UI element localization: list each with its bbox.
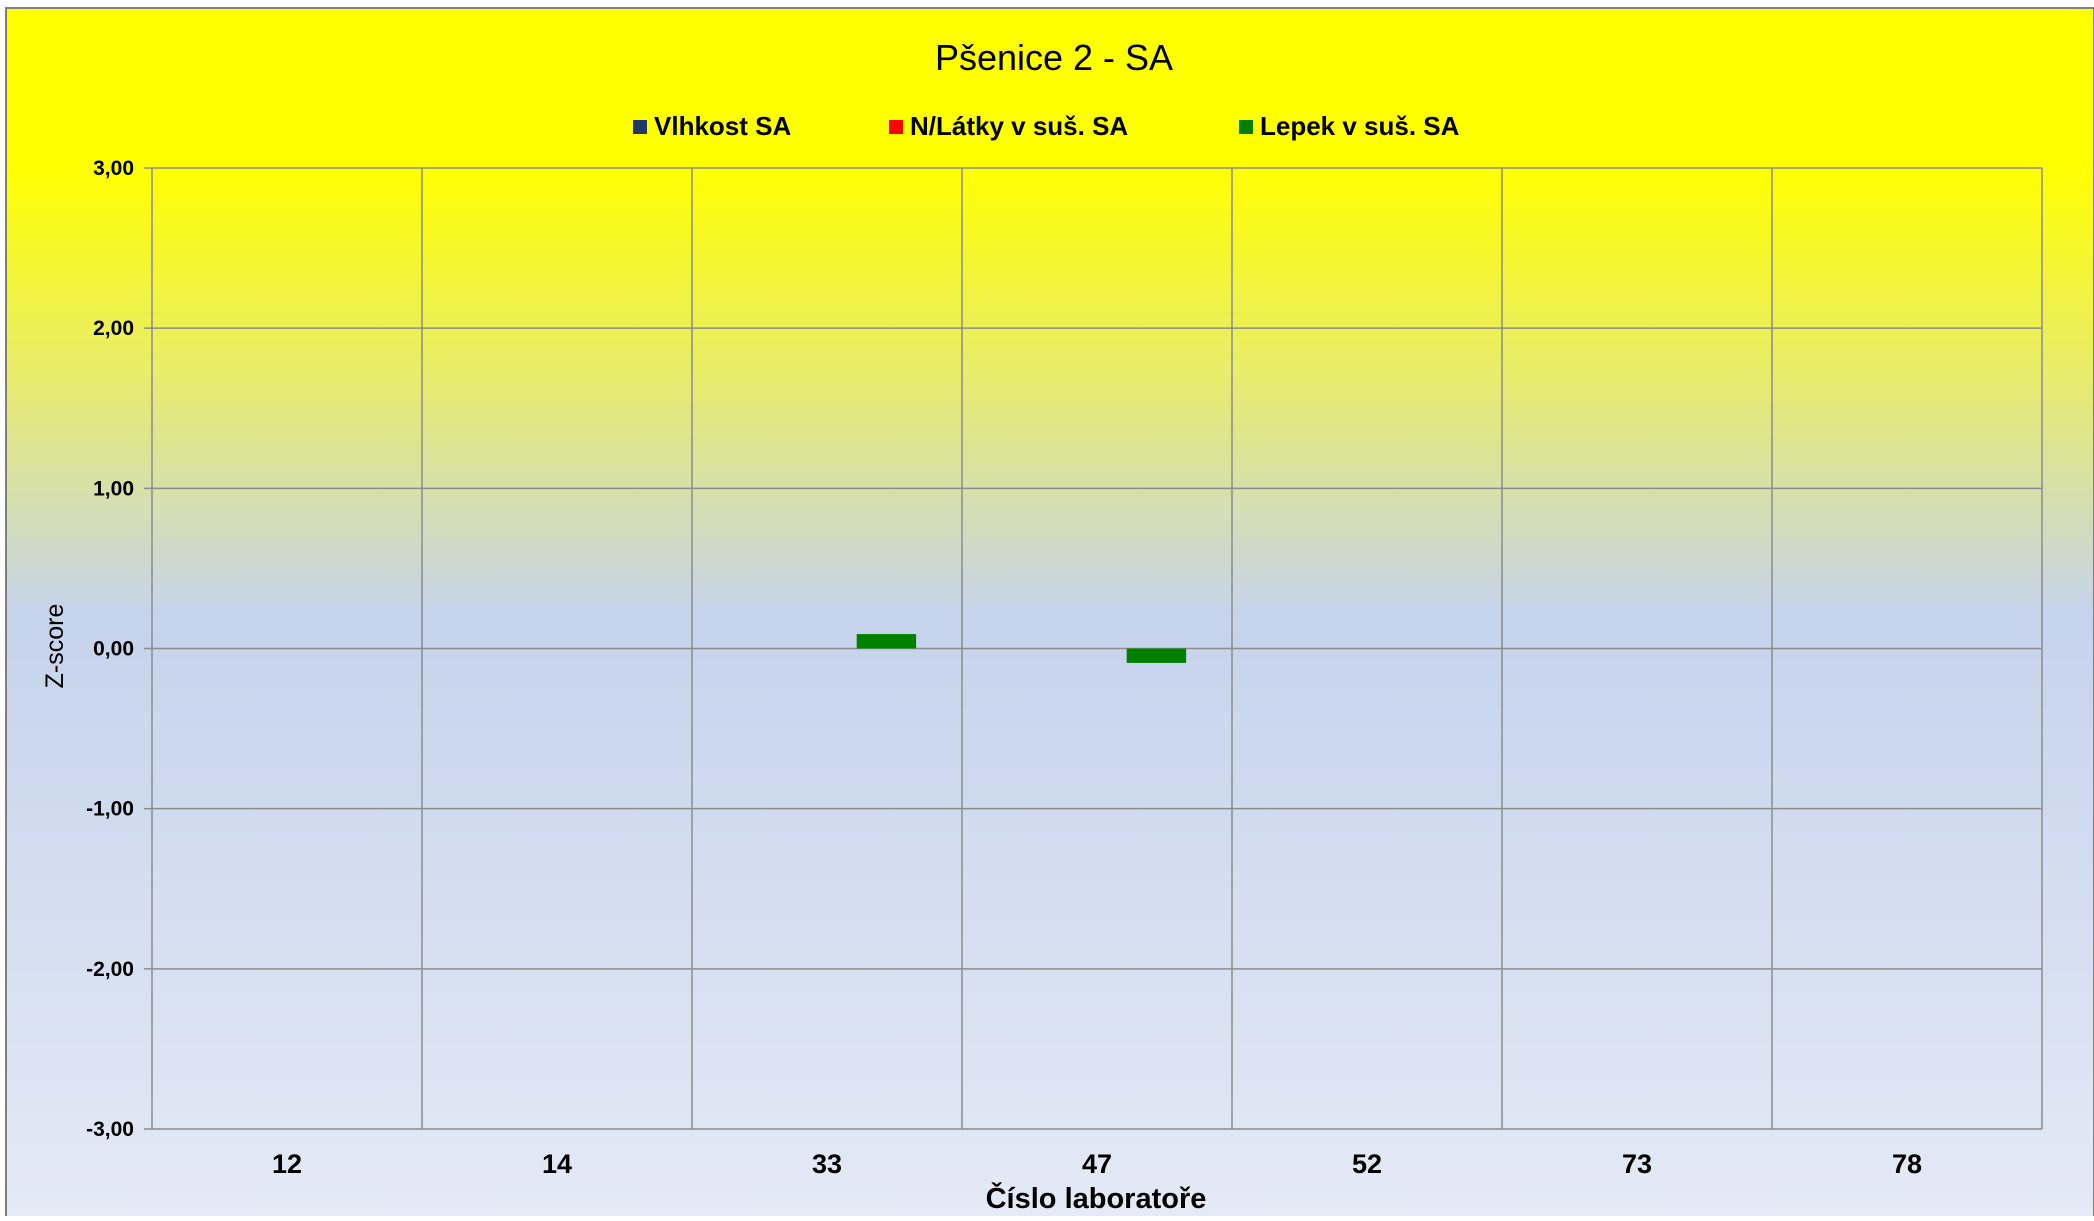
x-tick-label: 52 [1352, 1149, 1382, 1179]
x-tick-label: 78 [1892, 1149, 1922, 1179]
y-tick-label: 3,00 [93, 157, 134, 180]
legend-label: Vlhkost SA [654, 111, 791, 141]
legend-label: N/Látky v suš. SA [910, 111, 1128, 141]
legend-swatch [1239, 120, 1253, 134]
x-tick-label: 47 [1082, 1149, 1112, 1179]
legend-label: Lepek v suš. SA [1260, 111, 1460, 141]
chart-title: Pšenice 2 - SA [935, 37, 1173, 78]
y-tick-label: 0,00 [93, 638, 134, 661]
y-tick-label: 2,00 [93, 317, 134, 340]
y-tick-label: -1,00 [86, 798, 134, 821]
bar-lepek-v-su-sa-47 [1126, 648, 1187, 663]
x-tick-label: 73 [1622, 1149, 1652, 1179]
chart-background [5, 7, 2094, 1219]
x-tick-label: 33 [812, 1149, 842, 1179]
x-tick-label: 12 [272, 1149, 302, 1179]
plot-area: 3,00 2,00 1,00 0,00 -1,00 -2,00 -3,00 12 14 33 47 5… [86, 157, 2043, 1179]
legend-swatch [889, 120, 903, 134]
y-tick-label: -3,00 [86, 1118, 134, 1141]
legend-swatch [633, 120, 647, 134]
bar-lepek-v-su-sa-33 [856, 634, 917, 649]
y-axis-label: Z-score [41, 604, 69, 689]
legend: Vlhkost SA N/Látky v suš. SA Lepek v suš. … [633, 111, 1460, 141]
x-tick-label: 14 [542, 1149, 572, 1179]
y-tick-label: 1,00 [93, 477, 134, 500]
x-axis-label: Číslo laboratoře [986, 1181, 1207, 1215]
y-tick-label: -2,00 [86, 958, 134, 981]
